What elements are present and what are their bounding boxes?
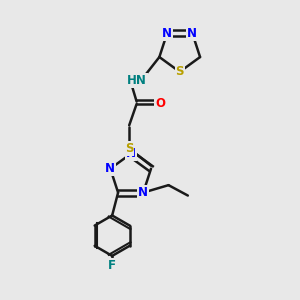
Text: O: O	[155, 98, 165, 110]
Text: N: N	[138, 186, 148, 199]
Text: N: N	[126, 147, 136, 161]
Text: N: N	[105, 162, 115, 175]
Text: HN: HN	[127, 74, 147, 87]
Text: N: N	[187, 27, 197, 40]
Text: S: S	[125, 142, 134, 155]
Text: S: S	[176, 65, 184, 78]
Text: N: N	[162, 27, 172, 40]
Text: F: F	[108, 259, 116, 272]
